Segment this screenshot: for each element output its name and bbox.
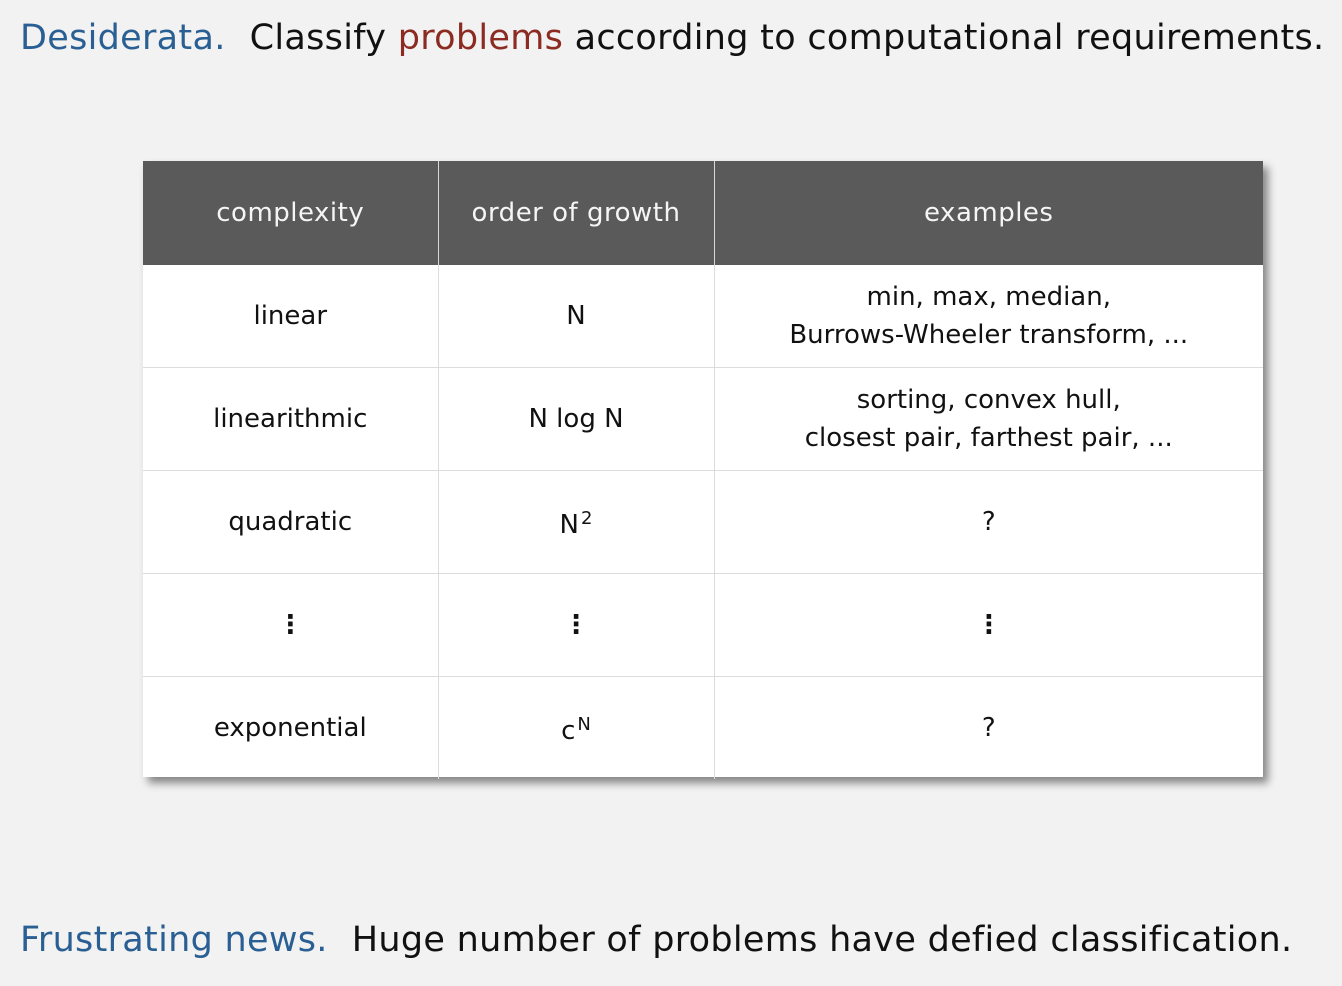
order-value: N: [559, 510, 579, 540]
examples-line: ?: [981, 507, 996, 537]
table-header-row: complexity order of growth examples: [143, 161, 1263, 265]
vertical-ellipsis: ⋮: [563, 610, 589, 640]
header-complexity: complexity: [143, 161, 439, 265]
complexity-cell: quadratic: [143, 470, 439, 574]
order-value: N: [566, 301, 586, 331]
frustrating-news-line: Frustrating news. Huge number of problems…: [20, 920, 1292, 960]
vertical-ellipsis: ⋮: [975, 610, 1002, 640]
problems-highlight: problems: [397, 18, 564, 58]
header-examples: examples: [714, 161, 1263, 265]
examples-line: Burrows-Wheeler transform, ...: [789, 320, 1189, 350]
order-value: N log N: [528, 404, 624, 434]
examples-cell: ⋮: [714, 573, 1263, 677]
vertical-ellipsis: ⋮: [277, 610, 304, 640]
desiderata-text-before: Classify: [249, 18, 398, 58]
examples-cell: min, max, median, Burrows-Wheeler transf…: [714, 265, 1263, 368]
order-value: c: [561, 716, 576, 746]
examples-line: sorting, convex hull,: [856, 385, 1121, 415]
complexity-table: complexity order of growth examples line…: [143, 161, 1263, 779]
complexity-cell: exponential: [143, 676, 439, 779]
table-row: ⋮ ⋮ ⋮: [143, 573, 1263, 677]
examples-cell: ?: [714, 470, 1263, 574]
order-cell: N: [438, 265, 715, 368]
examples-line: closest pair, farthest pair, ...: [804, 423, 1173, 453]
header-order-of-growth: order of growth: [438, 161, 715, 265]
complexity-cell: linearithmic: [143, 367, 439, 471]
complexity-cell: ⋮: [143, 573, 439, 677]
desiderata-label: Desiderata.: [20, 18, 226, 58]
examples-line: ?: [981, 713, 996, 743]
examples-cell: ?: [714, 677, 1263, 780]
examples-line: min, max, median,: [866, 282, 1111, 312]
order-cell: N log N: [438, 367, 715, 471]
order-cell: ⋮: [438, 573, 715, 677]
complexity-cell: linear: [143, 265, 439, 368]
frustrating-news-label: Frustrating news.: [20, 920, 328, 960]
order-exponent: 2: [581, 508, 593, 529]
examples-cell: sorting, convex hull, closest pair, fart…: [714, 367, 1263, 471]
frustrating-news-text: Huge number of problems have defied clas…: [351, 920, 1293, 960]
table-row: linearithmic N log N sorting, convex hul…: [143, 367, 1263, 471]
complexity-table-container: complexity order of growth examples line…: [143, 161, 1263, 779]
table-row: linear N min, max, median, Burrows-Wheel…: [143, 265, 1263, 368]
desiderata-line: Desiderata. Classify problems according t…: [20, 18, 1324, 58]
order-exponent: N: [577, 714, 591, 735]
desiderata-text-after: according to computational requirements.: [563, 18, 1325, 58]
